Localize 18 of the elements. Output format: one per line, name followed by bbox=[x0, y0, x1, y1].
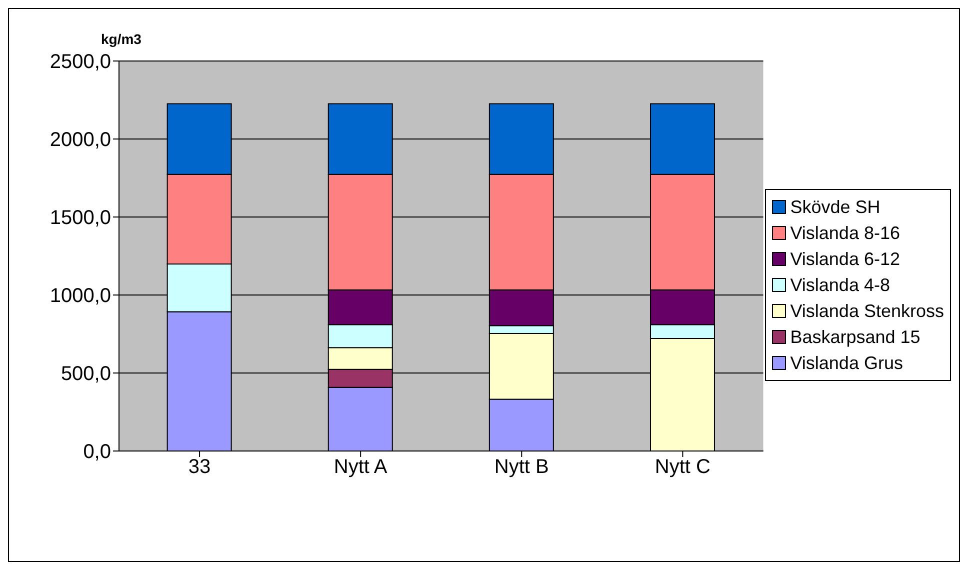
legend-label: Vislanda Grus bbox=[789, 352, 904, 375]
x-tick-label: Nytt C bbox=[654, 456, 710, 478]
y-tick-label: 500,0 bbox=[60, 363, 111, 386]
y-tick-label: 1000,0 bbox=[50, 285, 111, 308]
x-tick-label: Nytt A bbox=[334, 456, 388, 478]
x-tick-label: Nytt B bbox=[494, 456, 549, 478]
legend-label: Vislanda 8-16 bbox=[789, 222, 901, 245]
legend-label: Skövde SH bbox=[789, 196, 882, 219]
y-tick-label: 1500,0 bbox=[50, 207, 111, 230]
legend-label: Baskarpsand 15 bbox=[789, 326, 922, 349]
y-axis-title: kg/m3 bbox=[101, 31, 142, 47]
legend-label: Vislanda Stenkross bbox=[789, 300, 944, 323]
legend-label: Vislanda 4-8 bbox=[789, 274, 891, 297]
y-tick-label: 0,0 bbox=[83, 441, 111, 464]
legend-label: Vislanda 6-12 bbox=[789, 248, 901, 271]
y-tick-label: 2000,0 bbox=[50, 129, 111, 152]
y-tick-label: 2500,0 bbox=[50, 51, 111, 74]
x-tick-label: 33 bbox=[188, 456, 211, 478]
